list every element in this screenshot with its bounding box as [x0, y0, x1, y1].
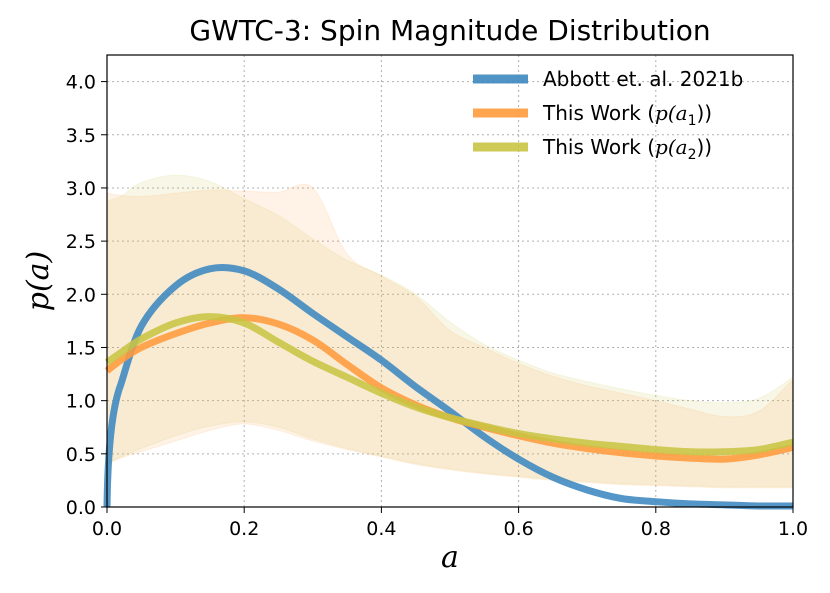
credible-bands [106, 174, 794, 489]
legend: Abbott et. al. 2021b This Work (p(a1)) Thi… [473, 67, 743, 163]
y-tick-label: 1.5 [66, 337, 96, 359]
legend-label: This Work (p(a2)) [542, 135, 712, 163]
y-tick-label: 0.0 [66, 497, 96, 519]
legend-entry-a1: This Work (p(a1)) [473, 101, 712, 129]
y-tick-label: 3.0 [66, 178, 96, 200]
x-tick-label: 0.0 [92, 518, 122, 540]
x-tick-label: 0.4 [366, 518, 396, 540]
x-tick-label: 0.2 [229, 518, 259, 540]
y-tick-label: 3.5 [66, 125, 96, 147]
line-this-work-a2 [104, 313, 794, 456]
chart-title: GWTC-3: Spin Magnitude Distribution [189, 14, 710, 47]
x-tick-label: 1.0 [778, 518, 808, 540]
x-tick-label: 0.8 [641, 518, 671, 540]
y-axis-label: p(a) [21, 251, 56, 312]
legend-entry-a2: This Work (p(a2)) [473, 135, 712, 163]
x-axis-label: a [441, 540, 459, 575]
y-tick-label: 4.0 [66, 72, 96, 94]
line-abbott-2021b [103, 263, 794, 510]
y-tick-label: 2.5 [66, 231, 96, 253]
band-a2 [106, 174, 794, 488]
x-tick-label: 0.6 [503, 518, 533, 540]
legend-label: Abbott et. al. 2021b [543, 67, 743, 91]
axis-ticks: 0.0 0.2 0.4 0.6 0.8 1.0 0.0 0.5 1.0 1.5 2.0 2.5 3.0 3… [66, 72, 808, 540]
y-tick-label: 0.5 [66, 444, 96, 466]
legend-label: This Work (p(a1)) [542, 101, 712, 129]
plot-frame [106, 54, 794, 508]
y-tick-label: 1.0 [66, 391, 96, 413]
legend-entry-abbott: Abbott et. al. 2021b [473, 67, 743, 91]
y-tick-label: 2.0 [66, 284, 96, 306]
series-lines [103, 263, 794, 510]
